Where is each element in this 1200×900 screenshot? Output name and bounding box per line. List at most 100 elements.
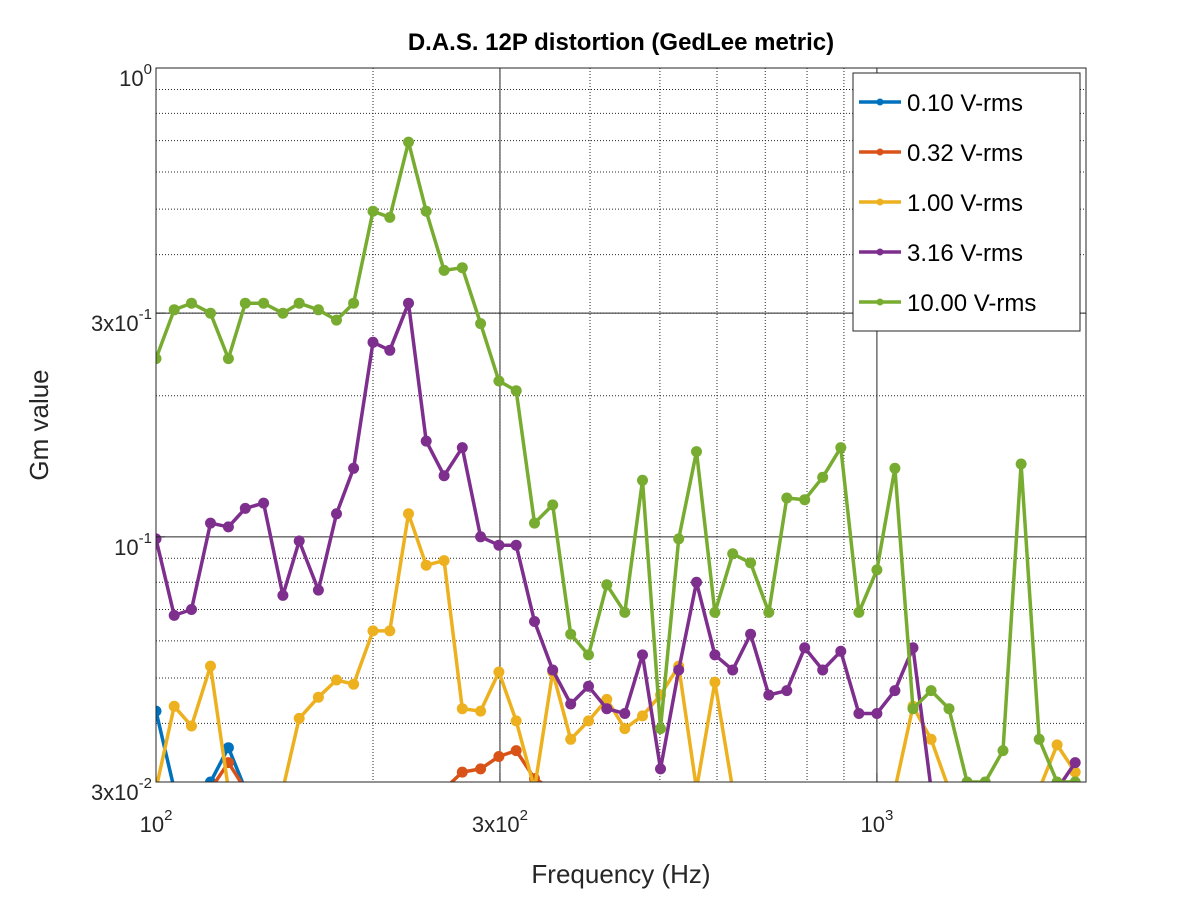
data-point	[493, 539, 505, 551]
series-3	[156, 508, 1081, 782]
data-point	[510, 385, 522, 397]
data-point	[727, 664, 739, 676]
data-point	[456, 262, 468, 274]
data-point	[403, 508, 414, 520]
data-point	[691, 576, 702, 588]
data-point	[456, 766, 468, 778]
data-point	[1015, 458, 1027, 470]
data-point	[637, 474, 648, 486]
data-point	[655, 763, 666, 775]
data-point	[655, 723, 666, 735]
data-point	[925, 733, 937, 745]
data-point	[312, 584, 324, 596]
legend-swatch-marker	[876, 148, 884, 156]
data-point	[781, 492, 793, 504]
data-point	[403, 297, 414, 309]
data-point	[835, 442, 847, 454]
data-point	[348, 462, 360, 474]
data-point	[258, 497, 270, 509]
data-point	[420, 559, 432, 571]
legend-label: 0.32 V-rms	[907, 140, 1023, 167]
data-point	[1051, 776, 1063, 782]
data-point	[438, 264, 450, 276]
ticks: 102 3x102 103 3x10-2 10-1 3x10-1 100	[91, 61, 893, 837]
data-point	[156, 705, 162, 717]
y-tick-label: 3x10-2	[91, 775, 152, 805]
data-point	[168, 609, 180, 621]
data-point	[312, 691, 324, 703]
data-point	[331, 674, 342, 686]
legend-label: 1.00 V-rms	[907, 190, 1023, 217]
data-point	[619, 723, 631, 735]
data-point	[186, 297, 197, 309]
data-point	[1069, 776, 1081, 782]
data-point	[745, 557, 757, 569]
data-point	[709, 649, 721, 661]
data-point	[619, 708, 631, 719]
data-point	[510, 715, 522, 727]
data-point	[510, 539, 522, 551]
y-axis-label: Gm value	[24, 369, 54, 480]
data-point	[565, 733, 577, 745]
data-point	[348, 678, 360, 690]
data-point	[367, 205, 379, 217]
data-point	[763, 606, 775, 618]
data-point	[601, 703, 613, 715]
data-point	[583, 649, 594, 661]
data-point	[943, 703, 955, 715]
data-point	[835, 645, 847, 657]
data-point	[168, 304, 180, 316]
data-point	[367, 625, 379, 637]
data-point	[384, 344, 396, 356]
data-point	[438, 470, 450, 482]
data-point	[817, 664, 829, 676]
data-point	[601, 579, 613, 591]
data-point	[168, 700, 180, 712]
data-point	[583, 680, 594, 692]
data-point	[961, 776, 973, 782]
legend-swatch-marker	[876, 248, 884, 256]
legend-entry: 1.00 V-rms	[859, 190, 1023, 217]
data-point	[979, 776, 991, 782]
data-point	[637, 649, 648, 661]
data-point	[493, 375, 505, 387]
data-point	[222, 742, 234, 754]
data-point	[637, 710, 648, 722]
data-point	[348, 297, 360, 309]
series-lines	[156, 136, 1081, 782]
data-point	[312, 304, 324, 316]
data-point	[293, 297, 305, 309]
data-point	[510, 745, 522, 757]
data-point	[205, 517, 216, 529]
data-point	[529, 616, 540, 627]
chart-title: D.A.S. 12P distortion (GedLee metric)	[408, 29, 834, 56]
legend-label: 0.10 V-rms	[907, 90, 1023, 117]
data-point	[456, 442, 468, 454]
data-point	[709, 676, 721, 688]
y-tick-label: 100	[119, 61, 152, 91]
data-point	[781, 685, 793, 697]
data-point	[673, 664, 685, 676]
data-point	[475, 705, 487, 717]
data-point	[601, 693, 613, 705]
data-point	[222, 353, 234, 365]
x-tick-label: 102	[140, 807, 173, 837]
series-line	[205, 745, 245, 782]
data-point	[156, 533, 162, 545]
data-point	[1033, 733, 1045, 745]
series-5	[156, 136, 1081, 782]
x-tick-label: 3x102	[472, 807, 528, 837]
data-point	[258, 297, 270, 309]
series-1	[156, 705, 245, 782]
legend-label: 3.16 V-rms	[907, 240, 1023, 267]
series-line	[156, 710, 175, 782]
data-point	[331, 314, 342, 326]
data-point	[205, 307, 216, 319]
data-point	[853, 606, 865, 618]
data-point	[565, 698, 577, 710]
data-point	[817, 471, 829, 483]
data-point	[547, 499, 559, 511]
data-point	[1051, 739, 1063, 751]
data-point	[239, 502, 251, 514]
data-point	[619, 606, 631, 618]
